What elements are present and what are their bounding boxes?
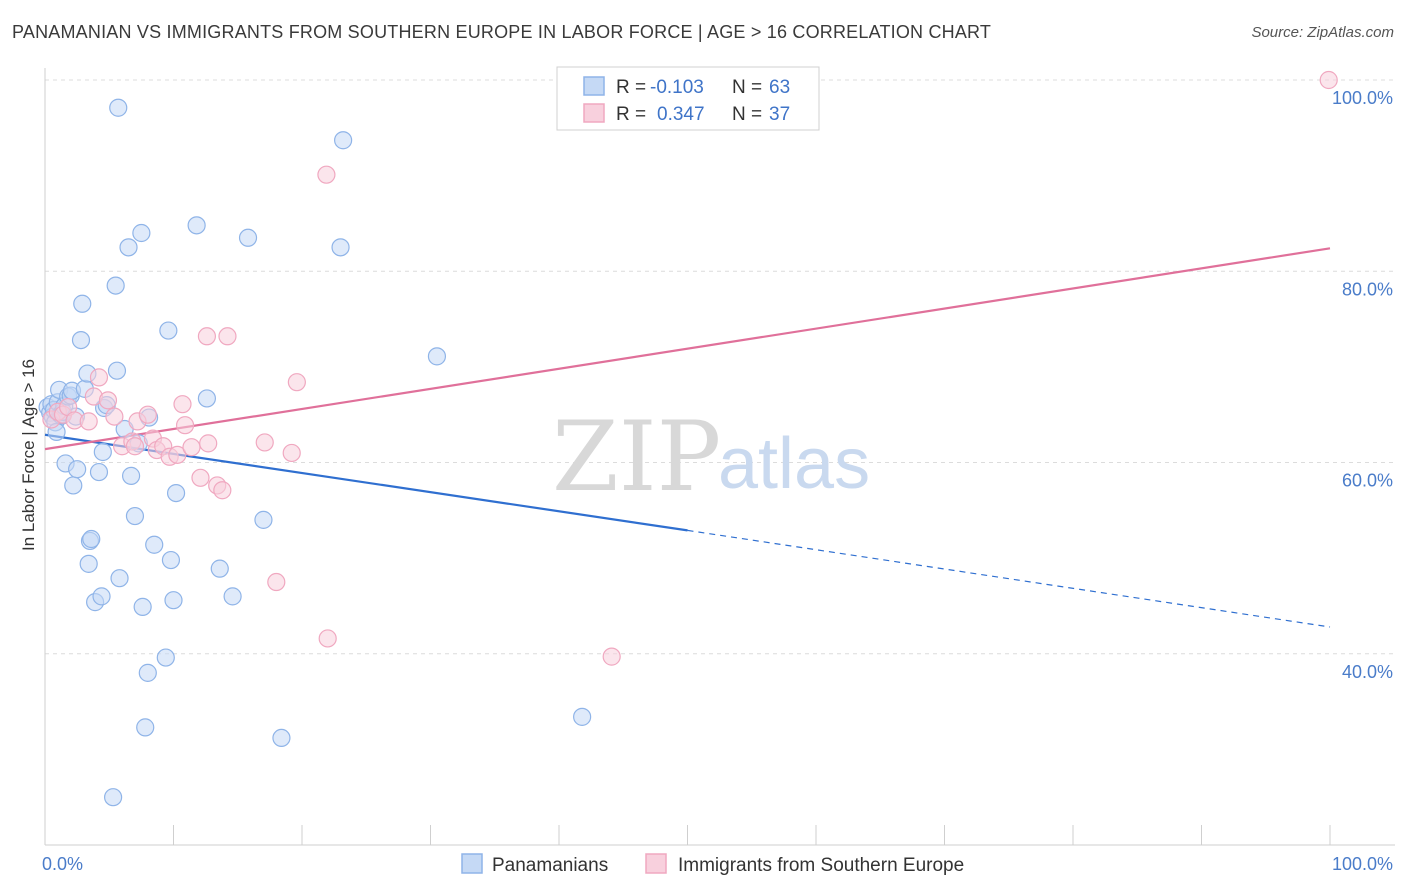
x-tick-labels: 0.0% 100.0% <box>42 854 1393 874</box>
point-panamanians-59 <box>254 510 273 529</box>
point-immigrants-23 <box>191 468 210 487</box>
point-panamanians-64 <box>573 707 592 726</box>
point-panamanians-41 <box>125 506 145 526</box>
watermark-zip: ZIP <box>552 401 721 513</box>
point-panamanians-53 <box>166 484 186 503</box>
gridlines <box>45 79 1395 655</box>
point-panamanians-48 <box>145 535 164 554</box>
series-legend-swatch-immigrants <box>645 853 667 874</box>
point-panamanians-43 <box>132 223 151 243</box>
point-panamanians-61 <box>331 238 350 257</box>
y-tick-label-1: 80.0% <box>1342 279 1393 299</box>
point-panamanians-62 <box>334 131 353 150</box>
point-panamanians-33 <box>104 788 123 807</box>
point-immigrants-5 <box>79 412 98 431</box>
data-points <box>38 70 1338 807</box>
y-tick-label-2: 60.0% <box>1342 471 1393 491</box>
point-panamanians-58 <box>238 228 258 247</box>
series-legend: Panamanians Immigrants from Southern Eur… <box>461 853 964 876</box>
y-tick-label-3: 40.0% <box>1342 662 1393 682</box>
y-axis-label: In Labor Force | Age > 16 <box>19 359 38 551</box>
watermark-atlas: atlas <box>718 424 870 504</box>
point-immigrants-35 <box>602 647 621 666</box>
point-immigrants-22 <box>182 438 201 457</box>
point-immigrants-24 <box>197 327 217 346</box>
point-immigrants-36 <box>1319 70 1338 90</box>
point-panamanians-30 <box>93 442 112 462</box>
point-panamanians-45 <box>136 718 155 737</box>
point-panamanians-46 <box>138 663 157 682</box>
point-immigrants-29 <box>255 433 274 452</box>
point-panamanians-36 <box>109 98 128 117</box>
point-immigrants-19 <box>168 445 187 464</box>
point-panamanians-20 <box>71 331 91 350</box>
trend-line-immigrants <box>44 247 1331 451</box>
point-panamanians-57 <box>223 587 242 606</box>
point-immigrants-33 <box>317 165 336 184</box>
series-legend-swatch-panamanians <box>461 853 483 874</box>
point-immigrants-31 <box>282 443 301 463</box>
legend-n-value-2: 37 <box>769 104 790 125</box>
point-panamanians-56 <box>210 559 229 578</box>
point-panamanians-60 <box>272 728 291 748</box>
x-tick-label-0: 0.0% <box>42 854 83 874</box>
point-panamanians-26 <box>82 529 101 549</box>
x-tick-label-1: 100.0% <box>1332 854 1393 874</box>
legend-swatch-immigrants <box>583 103 605 123</box>
point-immigrants-20 <box>173 395 192 414</box>
point-panamanians-35 <box>107 361 127 380</box>
legend-r-value-2: 0.347 <box>657 104 705 125</box>
legend-r-label-1: R = <box>616 77 646 98</box>
legend-n-label-2: N = <box>732 104 762 125</box>
point-panamanians-50 <box>159 321 178 340</box>
point-panamanians-49 <box>156 648 175 667</box>
stats-legend: R = -0.103 N = 63 R = 0.347 N = 37 <box>556 66 820 131</box>
point-immigrants-12 <box>125 437 145 456</box>
point-panamanians-39 <box>119 238 138 257</box>
point-panamanians-52 <box>164 591 183 610</box>
y-tick-labels: 100.0% 80.0% 60.0% 40.0% <box>1332 88 1393 682</box>
legend-swatch-panamanians <box>583 76 605 96</box>
point-panamanians-54 <box>187 216 206 235</box>
point-immigrants-32 <box>287 373 306 392</box>
point-immigrants-34 <box>318 629 337 648</box>
point-immigrants-8 <box>98 391 118 410</box>
watermark: ZIP atlas <box>552 401 870 513</box>
point-panamanians-19 <box>68 460 87 479</box>
point-panamanians-63 <box>427 347 447 366</box>
point-immigrants-9 <box>105 407 124 426</box>
axes <box>44 68 1395 846</box>
point-panamanians-51 <box>161 550 181 570</box>
series-legend-immigrants: Immigrants from Southern Europe <box>678 855 964 876</box>
source-label: Source: ZipAtlas.com <box>1251 24 1394 41</box>
point-immigrants-27 <box>213 481 232 500</box>
point-panamanians-17 <box>64 476 83 495</box>
point-immigrants-28 <box>218 327 237 346</box>
point-panamanians-55 <box>197 389 217 408</box>
trend-line-panamanians-dashed <box>687 529 1331 628</box>
point-immigrants-21 <box>175 416 195 435</box>
point-panamanians-34 <box>106 276 125 295</box>
legend-n-value-1: 63 <box>769 77 790 98</box>
point-panamanians-24 <box>79 554 98 573</box>
series-legend-panamanians: Panamanians <box>492 855 608 876</box>
legend-r-label-2: R = <box>616 104 646 125</box>
legend-r-value-1: -0.103 <box>650 77 704 98</box>
chart-title: PANAMANIAN VS IMMIGRANTS FROM SOUTHERN E… <box>12 22 992 42</box>
point-immigrants-7 <box>89 368 109 387</box>
point-panamanians-37 <box>110 569 129 588</box>
point-panamanians-44 <box>133 597 152 616</box>
point-panamanians-21 <box>73 294 92 313</box>
point-panamanians-28 <box>89 462 109 482</box>
legend-n-label-1: N = <box>732 77 762 98</box>
point-panamanians-40 <box>121 466 141 485</box>
point-immigrants-30 <box>267 572 286 592</box>
y-tick-label-0: 100.0% <box>1332 88 1393 108</box>
point-immigrants-14 <box>138 405 157 424</box>
point-immigrants-25 <box>199 434 218 453</box>
point-panamanians-29 <box>92 587 111 606</box>
